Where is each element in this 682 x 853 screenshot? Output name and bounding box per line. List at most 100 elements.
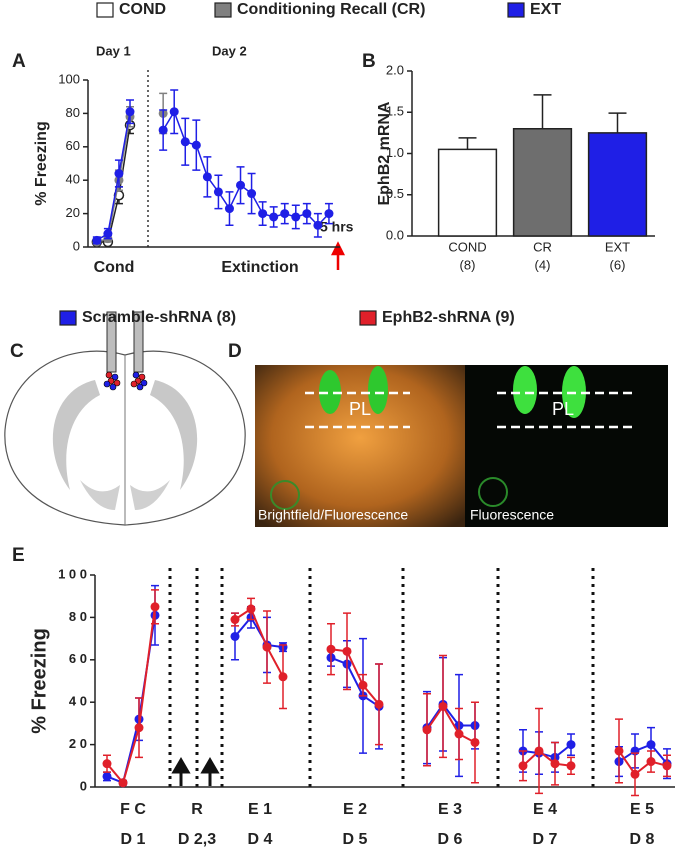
point: [374, 699, 384, 709]
y-tick-label: 40: [66, 172, 80, 187]
day-label: D 2,3: [178, 831, 216, 848]
point: [646, 757, 656, 767]
point: [150, 602, 160, 612]
point: [662, 761, 672, 771]
y-tick-label: 0.5: [386, 186, 404, 201]
point: [102, 771, 112, 781]
legend-swatch: [96, 2, 114, 18]
point: [92, 235, 102, 245]
session-label: E 2: [343, 801, 367, 818]
point: [158, 125, 168, 135]
legend-swatch: [59, 310, 77, 326]
bar: [587, 132, 648, 237]
annotation: Day 2: [212, 43, 247, 58]
point: [630, 769, 640, 779]
annotation: Extinction: [221, 259, 298, 276]
y-tick-label: 2.0: [386, 62, 404, 77]
point: [118, 778, 128, 788]
x-tick-label: COND: [448, 239, 486, 254]
point: [180, 137, 190, 147]
bar: [437, 148, 498, 237]
error-bar: [533, 94, 552, 129]
legend-label: EXT: [530, 1, 561, 18]
point: [280, 209, 290, 219]
brain-diagram: [4, 311, 246, 526]
caption: Brightfield/Fluorescence: [258, 507, 408, 523]
series-line: [96, 110, 330, 241]
panel-label: E: [12, 545, 25, 566]
point: [438, 701, 448, 711]
point: [230, 631, 240, 641]
y-tick-label: 1 0 0: [58, 566, 87, 581]
day-label: D 6: [438, 831, 463, 848]
y-tick-label: 0.0: [386, 227, 404, 242]
point: [246, 604, 256, 614]
point: [125, 107, 135, 117]
y-tick-label: 4 0: [69, 694, 87, 709]
group-size: (6): [610, 257, 626, 272]
point: [103, 229, 113, 239]
y-axis-label: % Freezing: [28, 628, 50, 734]
panel-label: D: [228, 341, 242, 362]
y-tick-label: 80: [66, 105, 80, 120]
point: [258, 209, 268, 219]
bar: [512, 128, 573, 237]
day-label: D 4: [248, 831, 273, 848]
point: [422, 725, 432, 735]
point: [566, 740, 576, 750]
session-label: E 5: [630, 801, 654, 818]
point: [470, 737, 480, 747]
y-tick-label: 8 0: [69, 609, 87, 624]
day-label: D 8: [630, 831, 655, 848]
point: [230, 615, 240, 625]
point: [326, 644, 336, 654]
point: [566, 761, 576, 771]
point: [247, 189, 257, 199]
session-label: E 4: [533, 801, 557, 818]
session-label: E 3: [438, 801, 462, 818]
legend-swatch: [507, 2, 525, 18]
point: [518, 761, 528, 771]
point: [114, 169, 124, 179]
point: [102, 759, 112, 769]
y-axis-label: EphB2 mRNA: [376, 101, 393, 205]
y-tick-label: 6 0: [69, 651, 87, 666]
point: [342, 646, 352, 656]
point: [291, 212, 301, 222]
point: [454, 729, 464, 739]
y-tick-label: 2 0: [69, 736, 87, 751]
point: [191, 140, 201, 150]
point: [134, 723, 144, 733]
day-label: D 7: [533, 831, 558, 848]
session-label: R: [191, 801, 203, 818]
point: [646, 740, 656, 750]
annotation: Day 1: [96, 43, 131, 58]
y-tick-label: 20: [66, 205, 80, 220]
point: [169, 107, 179, 117]
series-line: [106, 615, 668, 785]
point: [324, 209, 334, 219]
region-label: PL: [349, 399, 371, 419]
point: [302, 209, 312, 219]
micrograph: PL PL Brightfield/Fluorescence Fluoresce…: [255, 365, 668, 527]
point: [358, 680, 368, 690]
day-label: D 5: [343, 831, 368, 848]
point: [236, 180, 246, 190]
y-tick-label: 0: [73, 238, 80, 253]
session-label: E 1: [248, 801, 272, 818]
legend-label: Conditioning Recall (CR): [237, 1, 425, 18]
x-tick-label: EXT: [605, 239, 630, 254]
series-line: [96, 124, 131, 243]
session-separators: [168, 568, 595, 790]
point: [269, 212, 279, 222]
annotation: Cond: [94, 259, 135, 276]
point: [550, 759, 560, 769]
region-label: PL: [552, 399, 574, 419]
group-size: (8): [460, 257, 476, 272]
point: [614, 746, 624, 756]
point: [262, 642, 272, 652]
y-tick-label: 60: [66, 138, 80, 153]
y-tick-label: 1.0: [386, 145, 404, 160]
point: [278, 672, 288, 682]
